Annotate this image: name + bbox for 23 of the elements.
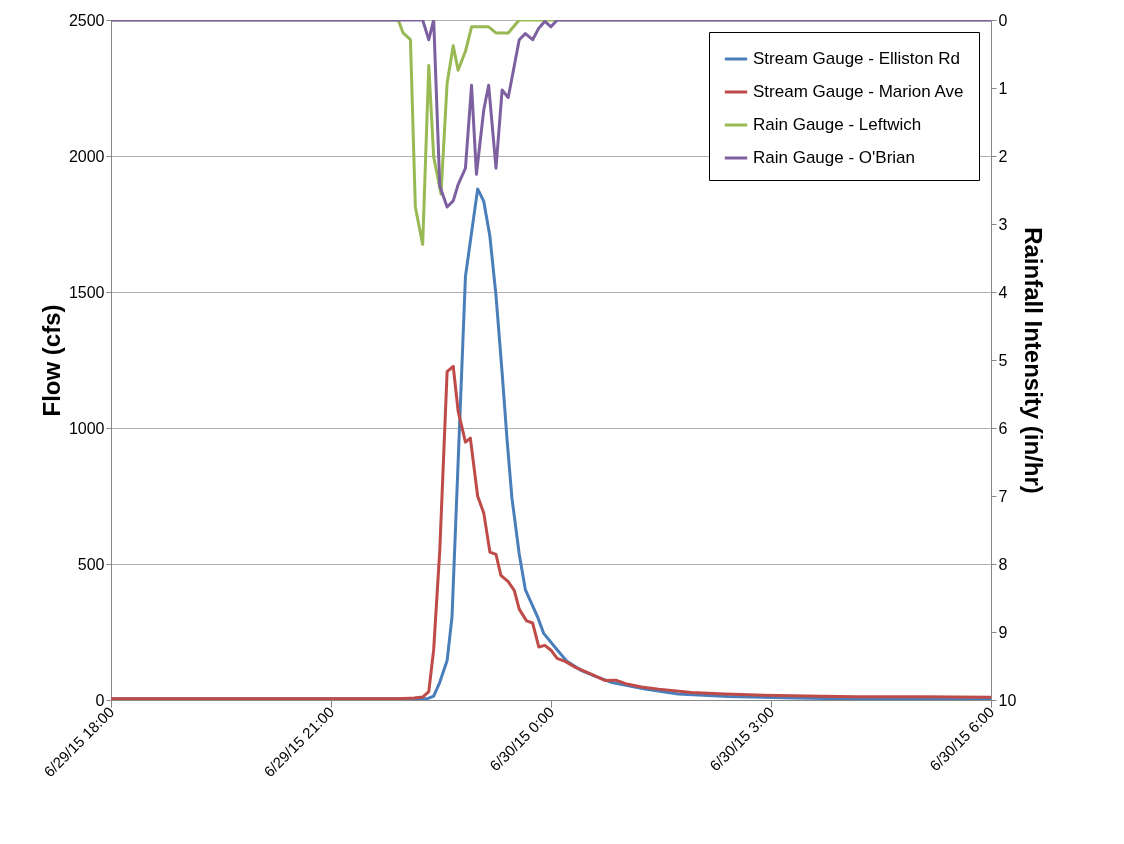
y2-tick-label: 0 bbox=[998, 11, 1008, 29]
legend-label: Stream Gauge - Marion Ave bbox=[753, 82, 964, 101]
legend-label: Rain Gauge - O'Brian bbox=[753, 148, 915, 167]
y2-tick-label: 3 bbox=[998, 215, 1008, 233]
y-axis-title: Flow (cfs) bbox=[37, 304, 65, 417]
y2-tick-label: 10 bbox=[998, 691, 1017, 709]
y2-tick-label: 8 bbox=[998, 555, 1008, 573]
y2-tick-label: 5 bbox=[998, 351, 1008, 369]
y2-tick-label: 7 bbox=[998, 487, 1008, 505]
y2-tick-label: 6 bbox=[998, 419, 1008, 437]
y2-tick-label: 9 bbox=[998, 623, 1008, 641]
legend-label: Stream Gauge - Elliston Rd bbox=[753, 49, 960, 68]
y2-tick-label: 4 bbox=[998, 283, 1008, 301]
y2-axis-title: Rainfall Intensity (in/hr) bbox=[1020, 227, 1048, 494]
y2-tick-label: 2 bbox=[998, 147, 1008, 165]
legend-label: Rain Gauge - Leftwich bbox=[753, 115, 922, 134]
y-tick-label: 2500 bbox=[68, 11, 105, 29]
y-tick-label: 500 bbox=[77, 555, 105, 573]
y-tick-label: 2000 bbox=[68, 147, 105, 165]
y-tick-label: 0 bbox=[95, 691, 105, 709]
y2-tick-label: 1 bbox=[998, 79, 1008, 97]
y-tick-label: 1500 bbox=[68, 283, 105, 301]
y-tick-label: 1000 bbox=[68, 419, 105, 437]
